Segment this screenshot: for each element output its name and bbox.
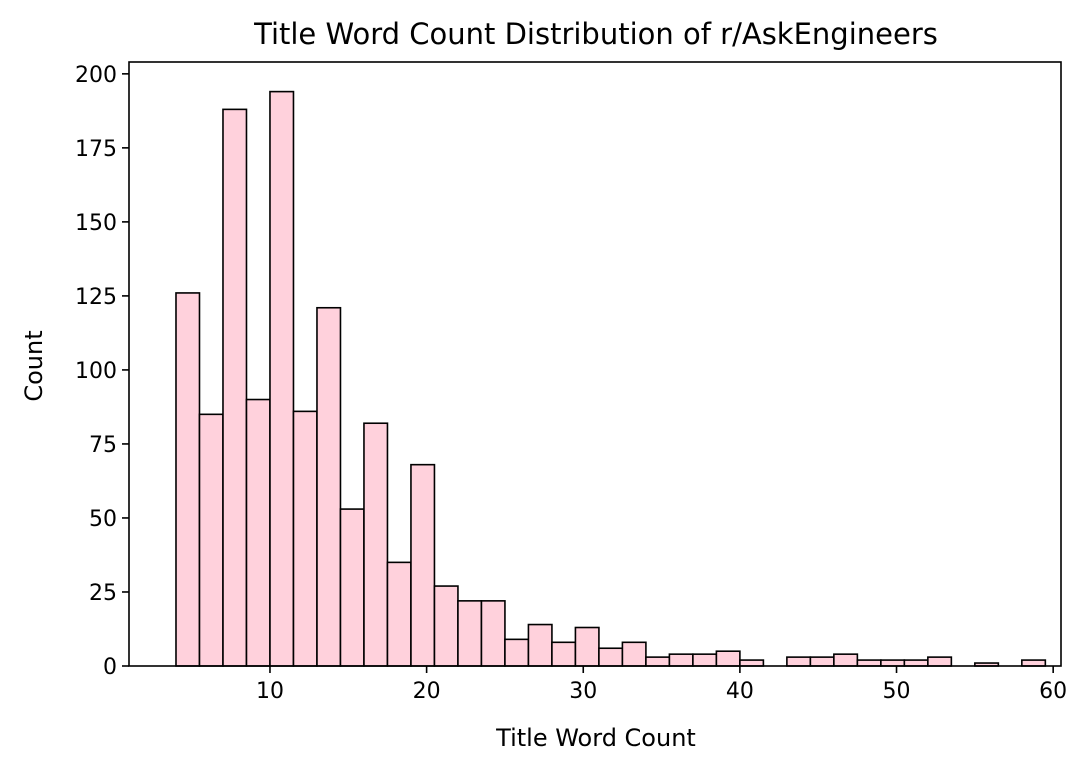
histogram-bar [339, 508, 365, 667]
histogram-bar [504, 638, 530, 667]
histogram-bar [715, 650, 741, 667]
x-tick-label: 50 [883, 679, 911, 704]
histogram-bar [927, 656, 953, 667]
y-tick-label: 100 [75, 359, 117, 384]
x-tick-label: 60 [1039, 679, 1067, 704]
histogram-bar [574, 626, 600, 667]
histogram-bar [480, 600, 506, 667]
histogram-bar [410, 463, 436, 667]
histogram-bar [833, 653, 859, 667]
histogram-bar [692, 653, 718, 667]
histogram-bar [880, 659, 906, 667]
histogram-bar [292, 410, 318, 667]
histogram-bar [598, 647, 624, 667]
y-tick-label: 75 [89, 433, 117, 458]
histogram-bar [809, 656, 835, 667]
histogram-bar [621, 641, 647, 667]
histogram-bar [645, 656, 671, 667]
x-axis-label: Title Word Count [495, 724, 696, 752]
y-tick-label: 0 [103, 655, 117, 680]
histogram-bar [316, 306, 342, 667]
y-tick-label: 200 [75, 63, 117, 88]
plot-frame [128, 61, 1062, 667]
histogram-bar [786, 656, 812, 667]
histogram-bar [1021, 659, 1047, 667]
histogram-bar [739, 659, 765, 667]
chart-title: Title Word Count Distribution of r/AskEn… [253, 17, 938, 51]
x-tick-label: 20 [413, 679, 441, 704]
histogram-bar [363, 422, 389, 667]
y-tick-label: 150 [75, 211, 117, 236]
histogram-bar [269, 90, 295, 667]
histogram-bar [222, 108, 248, 667]
x-tick-label: 40 [726, 679, 754, 704]
histogram-bar [668, 653, 694, 667]
y-tick-label: 175 [75, 137, 117, 162]
histogram-bar [198, 413, 224, 667]
histogram-bar [386, 561, 412, 667]
x-tick-label: 30 [569, 679, 597, 704]
histogram-bar [457, 600, 483, 667]
y-axis-label: Count [20, 330, 48, 401]
histogram-bar [527, 623, 553, 667]
histogram-bar [903, 659, 929, 667]
y-axis-ticks: 0 25 50 75 100 125 150 175 200 [75, 63, 129, 680]
bars-group [175, 90, 1047, 667]
histogram-bar [433, 585, 459, 667]
y-tick-label: 25 [89, 581, 117, 606]
histogram-bar [175, 292, 201, 667]
y-tick-label: 125 [75, 285, 117, 310]
x-tick-label: 10 [256, 679, 284, 704]
x-axis-ticks: 10 20 30 40 50 60 [256, 666, 1067, 704]
histogram-bar [551, 641, 577, 667]
histogram-bar [245, 398, 271, 667]
histogram-bar [856, 659, 882, 667]
y-tick-label: 50 [89, 507, 117, 532]
